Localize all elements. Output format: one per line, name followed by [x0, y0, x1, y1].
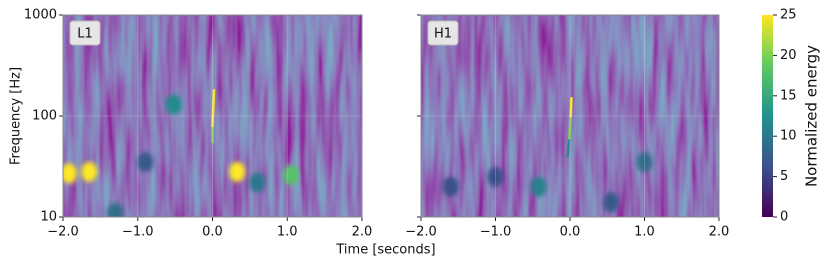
y-axis-label: Frequency [Hz] [9, 67, 24, 165]
energy-blob [487, 166, 504, 187]
panel-label: H1 [434, 27, 452, 42]
energy-blob [282, 165, 299, 186]
panel [63, 15, 362, 217]
x-tick-label: 1.0 [634, 225, 655, 240]
energy-blob [81, 161, 98, 182]
features [442, 152, 653, 213]
features [63, 94, 299, 217]
x-tick-label: 0.0 [560, 225, 581, 240]
panel-label: L1 [77, 27, 93, 42]
panel-frame [62, 14, 363, 218]
x-tick-label: −1.0 [480, 225, 512, 240]
panel [421, 15, 719, 217]
energy-blob [165, 94, 182, 115]
energy-blob [636, 152, 653, 173]
energy-blob [63, 163, 77, 184]
x-tick-label: −2.0 [47, 225, 79, 240]
x-tick-label: −2.0 [405, 225, 437, 240]
colorbar-tick-label: 25 [780, 8, 797, 23]
x-tick-label: 0.0 [202, 225, 223, 240]
chirp-track [211, 106, 215, 128]
y-tick-label: 10 [40, 210, 57, 225]
colorbar-tick-label: 0 [780, 210, 788, 225]
energy-blob [602, 192, 619, 213]
colorbar-tick-label: 20 [780, 48, 797, 63]
panel-label-box [427, 20, 459, 46]
chirp-track [568, 114, 572, 140]
energy-blob [137, 152, 154, 173]
x-tick-label: 2.0 [352, 225, 373, 240]
y-tick-label: 1000 [24, 8, 57, 23]
colorbar-tick-label: 10 [780, 129, 797, 144]
colorbar-label: Normalized energy [803, 45, 821, 187]
x-tick-label: 1.0 [277, 225, 298, 240]
x-tick-label: 2.0 [709, 225, 730, 240]
colorbar [762, 15, 773, 217]
x-tick-label: −1.0 [122, 225, 154, 240]
chirp-track [211, 88, 216, 110]
energy-blob [229, 161, 246, 182]
y-tick-label: 100 [32, 109, 57, 124]
chirp-track [566, 137, 571, 158]
energy-blob [530, 176, 547, 197]
x-axis-label: Time [seconds] [335, 243, 435, 258]
panel-label-box [69, 20, 101, 46]
energy-blob [107, 202, 124, 217]
energy-blob [249, 172, 266, 193]
energy-blob [442, 176, 459, 197]
panel-frame [420, 14, 720, 218]
colorbar-tick-label: 15 [780, 88, 797, 103]
chirp-track [569, 96, 573, 118]
colorbar-tick-label: 5 [780, 169, 788, 184]
